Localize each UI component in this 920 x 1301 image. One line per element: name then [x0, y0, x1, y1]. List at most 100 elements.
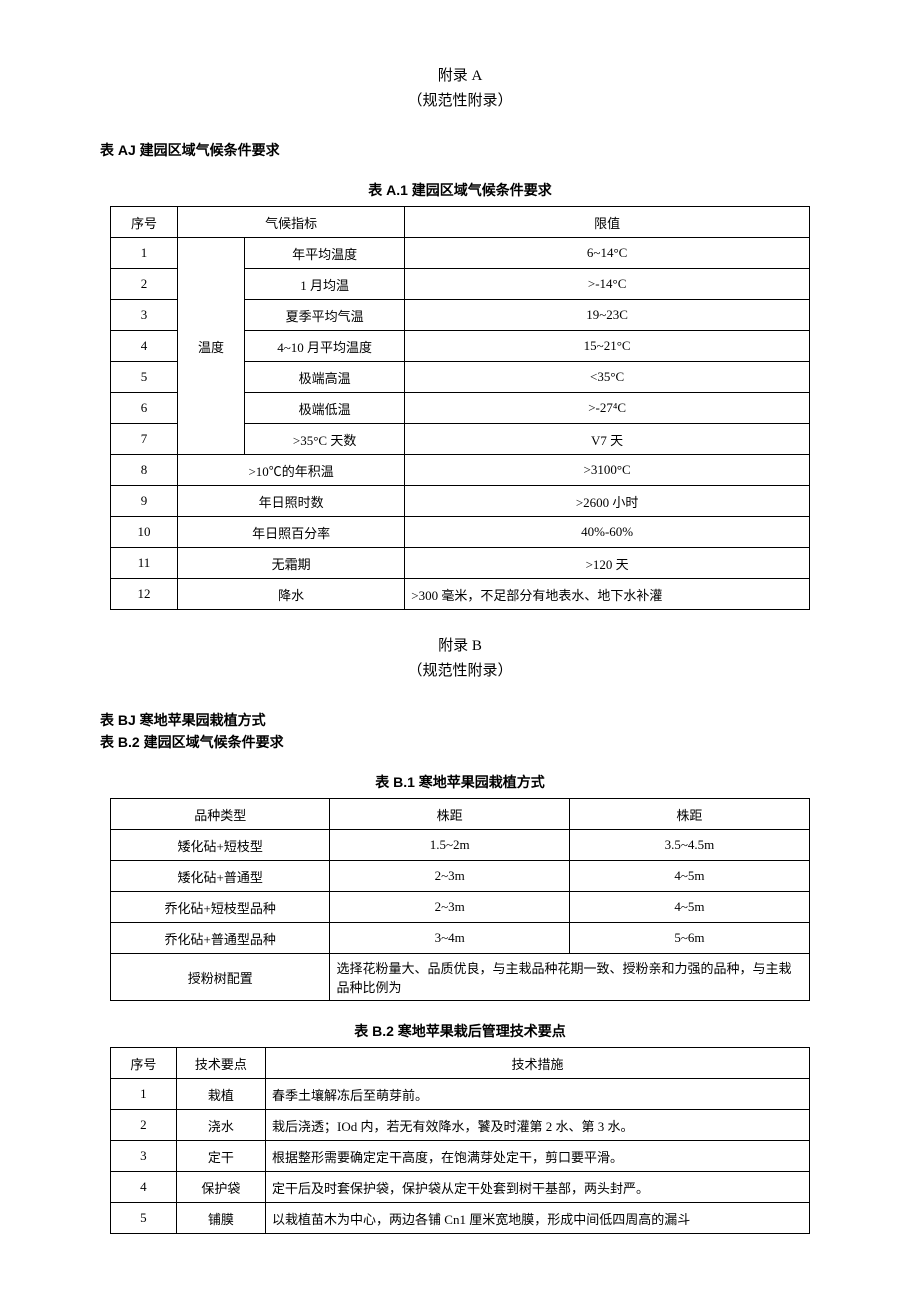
cell-type: 乔化砧+普通型品种 — [111, 923, 330, 954]
table-row: 9 年日照时数 >2600 小时 — [111, 486, 810, 517]
cell-no: 4 — [111, 1172, 177, 1203]
appendix-b-heading2-text: 建园区域气候条件要求 — [140, 734, 284, 750]
cell-no: 2 — [111, 1110, 177, 1141]
cell-indicator: 极端低温 — [245, 393, 405, 424]
table-row: 序号 气候指标 限值 — [111, 207, 810, 238]
cell-spacing1: 2~3m — [330, 892, 569, 923]
cell-point: 定干 — [176, 1141, 265, 1172]
cell-indicator: 年日照时数 — [178, 486, 405, 517]
appendix-b-subtitle: （规范性附录） — [100, 659, 820, 680]
cell-limit: V7 天 — [405, 424, 810, 455]
appendix-b-heading1: 表 BJ 寒地苹果园栽植方式 — [100, 710, 820, 730]
cell-indicator: 无霜期 — [178, 548, 405, 579]
table-b2-title-text: 寒地苹果栽后管理技术要点 — [394, 1023, 566, 1039]
col-header-measure: 技术措施 — [266, 1048, 810, 1079]
table-row: 授粉树配置 选择花粉量大、品质优良，与主栽品种花期一致、授粉亲和力强的品种，与主… — [111, 954, 810, 1001]
appendix-a-subtitle: （规范性附录） — [100, 89, 820, 110]
table-a1-title-text: 建园区域气候条件要求 — [408, 182, 552, 198]
cell-no: 12 — [111, 579, 178, 610]
cell-limit: >2600 小时 — [405, 486, 810, 517]
table-row: 1 栽植 春季土壤解冻后至萌芽前。 — [111, 1079, 810, 1110]
cell-limit: 40%-60% — [405, 517, 810, 548]
cell-indicator: >35°C 天数 — [245, 424, 405, 455]
table-a1-title-code: 表 A.1 — [368, 182, 408, 198]
table-row: 序号 技术要点 技术措施 — [111, 1048, 810, 1079]
cell-no: 5 — [111, 362, 178, 393]
cell-measure: 栽后浇透；IOd 内，若无有效降水，饕及时灌第 2 水、第 3 水。 — [266, 1110, 810, 1141]
cell-spacing1: 2~3m — [330, 861, 569, 892]
cell-point: 栽植 — [176, 1079, 265, 1110]
table-b1-title-code: 表 B.1 — [375, 774, 415, 790]
table-row: 乔化砧+普通型品种 3~4m 5~6m — [111, 923, 810, 954]
appendix-b-heading1-code: 表 BJ — [100, 712, 136, 728]
cell-point: 浇水 — [176, 1110, 265, 1141]
cell-no: 3 — [111, 300, 178, 331]
table-b2: 序号 技术要点 技术措施 1 栽植 春季土壤解冻后至萌芽前。 2 浇水 栽后浇透… — [110, 1047, 810, 1234]
cell-no: 8 — [111, 455, 178, 486]
cell-no: 2 — [111, 269, 178, 300]
cell-spacing2: 5~6m — [569, 923, 809, 954]
cell-type: 矮化砧+短枝型 — [111, 830, 330, 861]
cell-no: 10 — [111, 517, 178, 548]
cell-type: 乔化砧+短枝型品种 — [111, 892, 330, 923]
cell-measure: 根据整形需要确定定干高度，在饱满芽处定干，剪口要平滑。 — [266, 1141, 810, 1172]
cell-indicator: 1 月均温 — [245, 269, 405, 300]
cell-spacing2: 4~5m — [569, 892, 809, 923]
appendix-a-heading: 表 AJ 建园区域气候条件要求 — [100, 140, 820, 160]
cell-indicator: 夏季平均气温 — [245, 300, 405, 331]
cell-spacing1: 1.5~2m — [330, 830, 569, 861]
table-row: 1 温度 年平均温度 6~14°C — [111, 238, 810, 269]
table-row: 品种类型 株距 株距 — [111, 799, 810, 830]
cell-spacing1: 3~4m — [330, 923, 569, 954]
table-b1-title-text: 寒地苹果园栽植方式 — [415, 774, 545, 790]
cell-no: 6 — [111, 393, 178, 424]
cell-type: 授粉树配置 — [111, 954, 330, 1001]
cell-point: 保护袋 — [176, 1172, 265, 1203]
table-b1: 品种类型 株距 株距 矮化砧+短枝型 1.5~2m 3.5~4.5m 矮化砧+普… — [110, 798, 810, 1001]
cell-no: 7 — [111, 424, 178, 455]
table-row: 11 无霜期 >120 天 — [111, 548, 810, 579]
appendix-b-title: 附录 B — [100, 634, 820, 655]
appendix-a-title: 附录 A — [100, 64, 820, 85]
appendix-b-heading1-text: 寒地苹果园栽植方式 — [136, 712, 266, 728]
table-row: 4 保护袋 定干后及时套保护袋，保护袋从定干处套到树干基部，两头封严。 — [111, 1172, 810, 1203]
cell-limit: >120 天 — [405, 548, 810, 579]
cell-indicator: 年平均温度 — [245, 238, 405, 269]
cell-indicator: 降水 — [178, 579, 405, 610]
cell-temp-group: 温度 — [178, 238, 245, 455]
col-header-point: 技术要点 — [176, 1048, 265, 1079]
col-header-indicator: 气候指标 — [178, 207, 405, 238]
table-row: 3 定干 根据整形需要确定定干高度，在饱满芽处定干，剪口要平滑。 — [111, 1141, 810, 1172]
cell-limit: 6~14°C — [405, 238, 810, 269]
cell-limit: <35°C — [405, 362, 810, 393]
table-b2-title-code: 表 B.2 — [354, 1023, 394, 1039]
cell-type: 矮化砧+普通型 — [111, 861, 330, 892]
cell-no: 5 — [111, 1203, 177, 1234]
cell-limit: >-14°C — [405, 269, 810, 300]
cell-no: 1 — [111, 238, 178, 269]
cell-limit: 19~23C — [405, 300, 810, 331]
table-row: 矮化砧+短枝型 1.5~2m 3.5~4.5m — [111, 830, 810, 861]
cell-measure: 定干后及时套保护袋，保护袋从定干处套到树干基部，两头封严。 — [266, 1172, 810, 1203]
appendix-a-heading-code: 表 AJ — [100, 142, 136, 158]
cell-no: 11 — [111, 548, 178, 579]
cell-no: 1 — [111, 1079, 177, 1110]
cell-spacing2: 4~5m — [569, 861, 809, 892]
cell-spacing2: 3.5~4.5m — [569, 830, 809, 861]
col-header-spacing1: 株距 — [330, 799, 569, 830]
table-b2-title: 表 B.2 寒地苹果栽后管理技术要点 — [100, 1021, 820, 1041]
table-a1: 序号 气候指标 限值 1 温度 年平均温度 6~14°C 2 1 月均温 >-1… — [110, 206, 810, 610]
cell-limit: 15~21°C — [405, 331, 810, 362]
cell-measure: 以栽植苗木为中心，两边各铺 Cn1 厘米宽地膜，形成中间低四周高的漏斗 — [266, 1203, 810, 1234]
cell-indicator: 年日照百分率 — [178, 517, 405, 548]
table-row: 10 年日照百分率 40%-60% — [111, 517, 810, 548]
cell-no: 3 — [111, 1141, 177, 1172]
cell-indicator: >10℃的年积温 — [178, 455, 405, 486]
appendix-b-heading2-code: 表 B.2 — [100, 734, 140, 750]
cell-pollination-text: 选择花粉量大、品质优良，与主栽品种花期一致、授粉亲和力强的品种，与主栽品种比例为 — [330, 954, 810, 1001]
cell-limit: >-27⁴C — [405, 393, 810, 424]
col-header-limit: 限值 — [405, 207, 810, 238]
appendix-a-heading-text: 建园区域气候条件要求 — [136, 142, 280, 158]
cell-no: 4 — [111, 331, 178, 362]
table-row: 5 铺膜 以栽植苗木为中心，两边各铺 Cn1 厘米宽地膜，形成中间低四周高的漏斗 — [111, 1203, 810, 1234]
